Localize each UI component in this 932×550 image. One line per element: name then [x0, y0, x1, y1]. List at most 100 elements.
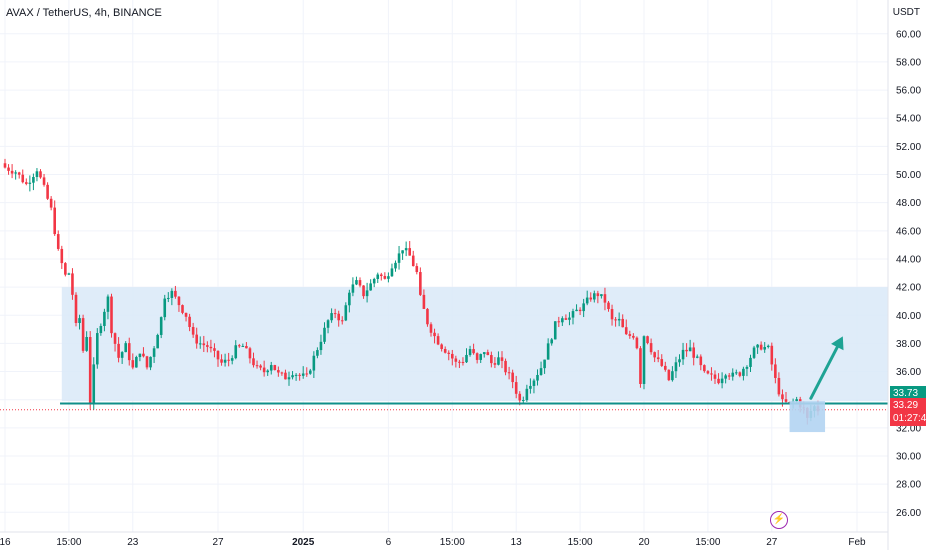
candle-body — [277, 370, 280, 373]
candle-body — [248, 348, 252, 359]
candle-body — [678, 359, 681, 363]
candle-body — [149, 356, 152, 368]
candle-body — [404, 248, 408, 251]
candle-body — [436, 336, 440, 345]
lightning-icon[interactable]: ⚡ — [770, 511, 788, 529]
candle-body — [67, 273, 71, 275]
candle-body — [713, 374, 717, 379]
candle-body — [269, 365, 273, 371]
candle-body — [745, 366, 749, 369]
time-tick-label: 15:00 — [440, 537, 465, 548]
candle-body — [351, 284, 355, 293]
candle-body — [514, 382, 518, 394]
candle-body — [142, 353, 145, 357]
candle-body — [167, 297, 170, 299]
candle-body — [411, 255, 415, 267]
candle-body — [376, 274, 380, 279]
time-tick-label: 15:00 — [695, 537, 720, 548]
price-tick-label: 26.00 — [896, 508, 921, 519]
candle-body — [557, 321, 561, 323]
candle-body — [234, 345, 238, 359]
candle-body — [220, 359, 223, 363]
candle-body — [561, 318, 564, 323]
candle-body — [127, 343, 131, 361]
candle-body — [88, 337, 92, 403]
annotation-overlays — [60, 336, 888, 433]
candle-body — [35, 171, 39, 177]
candle-body — [543, 359, 546, 369]
candle-body — [163, 298, 167, 318]
price-axis-panel[interactable] — [888, 0, 932, 550]
candle-body — [71, 273, 74, 295]
chart-title: AVAX / TetherUS, 4h, BINANCE — [6, 7, 162, 19]
candle-body — [32, 176, 35, 183]
candle-body — [262, 367, 266, 373]
candle-body — [60, 248, 64, 264]
candle-body — [39, 171, 42, 178]
candle-body — [664, 365, 667, 370]
price-tick-label: 60.00 — [896, 29, 921, 40]
candle-body — [387, 276, 390, 279]
candle-body — [710, 373, 713, 375]
candle-body — [593, 293, 596, 300]
candle-body — [380, 274, 383, 277]
candle-body — [454, 358, 458, 362]
price-tick-label: 36.00 — [896, 367, 921, 378]
time-tick-label: 20 — [638, 537, 650, 548]
candle-body — [681, 349, 685, 360]
candle-body — [216, 350, 220, 360]
grid-lines — [0, 0, 888, 532]
candle-body — [53, 207, 56, 235]
candle-body — [238, 345, 241, 347]
candle-body — [568, 317, 571, 320]
candle-body — [152, 348, 156, 357]
candle-body — [426, 308, 429, 325]
candle-body — [720, 378, 724, 384]
candle-body — [674, 362, 678, 372]
candle-body — [305, 373, 309, 375]
candle-body — [96, 333, 99, 365]
candle-body — [536, 374, 539, 381]
candle-body — [784, 399, 788, 402]
candle-body — [294, 374, 298, 376]
candle-body — [582, 303, 585, 312]
candle-body — [198, 343, 202, 345]
projection-arrow-shaft — [809, 345, 839, 400]
candle-body — [340, 320, 344, 322]
candle-body — [500, 357, 504, 361]
price-tick-label: 30.00 — [896, 452, 921, 463]
candle-body — [653, 352, 656, 358]
candle-body — [280, 372, 284, 374]
candle-body — [390, 268, 394, 277]
candle-body — [735, 372, 738, 374]
candle-body — [475, 353, 479, 360]
candle-body — [522, 400, 525, 402]
candle-body — [777, 377, 781, 395]
candle-body — [671, 371, 674, 381]
candle-body — [316, 350, 319, 356]
candle-body — [177, 296, 181, 306]
last-price-tag: 33.29 01:27:46 — [890, 398, 932, 426]
candle-body — [632, 335, 635, 338]
candle-body — [504, 360, 507, 373]
candle-body — [479, 354, 482, 360]
candle-body — [539, 368, 543, 375]
current-price-value: 33.73 — [893, 388, 919, 399]
candle-body — [28, 182, 32, 184]
candle-body — [507, 372, 511, 374]
candle-body — [486, 352, 490, 356]
candle-body — [532, 380, 536, 386]
time-tick-label: 27 — [212, 537, 224, 548]
candle-body — [603, 294, 607, 303]
candle-body — [419, 272, 422, 295]
candle-body — [685, 349, 688, 352]
candle-body — [578, 309, 582, 312]
candle-body — [333, 313, 337, 315]
candle-body — [92, 364, 96, 403]
candle-body — [135, 357, 138, 368]
price-tick-label: 48.00 — [896, 198, 921, 209]
candle-body — [642, 336, 646, 384]
candle-body — [763, 347, 766, 350]
price-tick-label: 58.00 — [896, 57, 921, 68]
